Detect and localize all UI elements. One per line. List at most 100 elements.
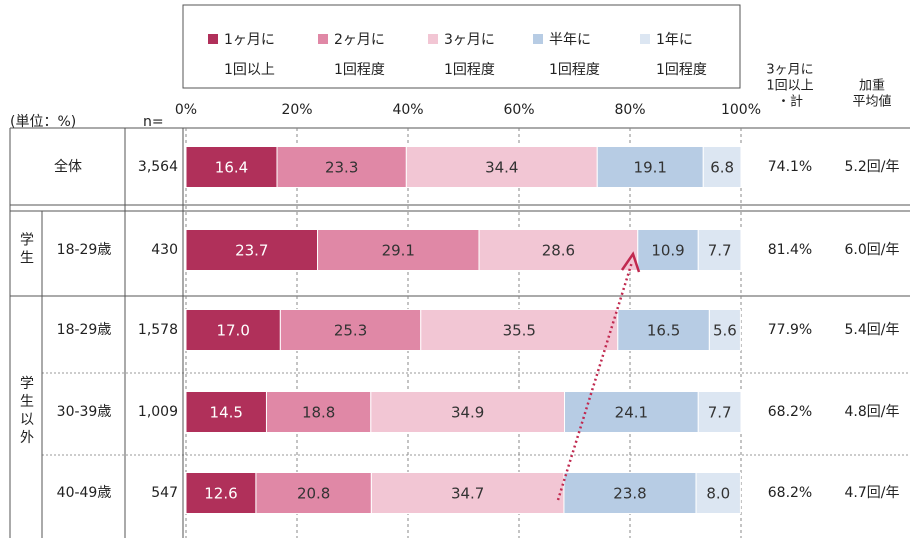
legend-label: 1回程度 <box>444 62 495 78</box>
legend-label: 半年に <box>549 32 591 48</box>
bar-segment <box>255 472 372 514</box>
bar-value-label: 19.1 <box>634 159 667 177</box>
column-header: 加重 <box>859 78 885 94</box>
x-tick-label: 0% <box>175 102 197 118</box>
bar-segment <box>596 146 704 188</box>
legend-label: 1ヶ月に <box>224 32 275 48</box>
bar-value-label: 35.5 <box>503 322 536 340</box>
legend-label: 1回程度 <box>549 62 600 78</box>
x-tick-label: 100% <box>721 102 761 118</box>
column-value: 77.9% <box>768 322 812 338</box>
bar-value-label: 17.0 <box>216 322 249 340</box>
bar-segment <box>420 309 619 351</box>
bar-segment <box>708 309 741 351</box>
bar-segment <box>185 391 267 433</box>
n-value: 1,578 <box>138 322 178 338</box>
n-label: n= <box>143 114 164 130</box>
n-value: 547 <box>151 485 178 501</box>
bar-value-label: 5.6 <box>713 322 737 340</box>
bar-value-label: 16.5 <box>647 322 680 340</box>
bar-segment <box>279 309 422 351</box>
bar-value-label: 23.7 <box>235 242 268 260</box>
legend-swatch <box>208 34 218 44</box>
bar-value-label: 16.4 <box>215 159 248 177</box>
legend-label: 1回以上 <box>224 62 275 78</box>
column-header: 平均値 <box>852 94 891 110</box>
unit-label: (単位：%) <box>10 114 76 130</box>
category-label: 全体 <box>54 158 82 175</box>
n-value: 1,009 <box>138 404 178 420</box>
bar-value-label: 14.5 <box>210 404 243 422</box>
bar-value-label: 7.7 <box>708 404 732 422</box>
bar-value-label: 12.6 <box>204 485 237 503</box>
bar-segment <box>563 472 697 514</box>
bar-value-label: 29.1 <box>382 242 415 260</box>
legend-label: 2ヶ月に <box>334 32 385 48</box>
bar-segment <box>370 472 565 514</box>
bar-value-label: 8.0 <box>706 485 730 503</box>
bar-segment <box>478 229 639 271</box>
category-label: 18-29歳 <box>57 322 112 338</box>
x-tick-label: 20% <box>281 102 312 118</box>
legend-box <box>182 4 741 89</box>
bar-segment <box>185 229 319 271</box>
bar-value-label: 6.8 <box>710 159 734 177</box>
bar-value-label: 34.7 <box>451 485 484 503</box>
arrow-annotation <box>556 251 641 501</box>
category-label: 30-39歳 <box>57 404 112 420</box>
legend-label: 1回程度 <box>334 62 385 78</box>
table-lines <box>9 127 910 538</box>
column-value: 68.2% <box>768 485 812 501</box>
bar-segment <box>370 391 566 433</box>
bar-segment <box>695 472 741 514</box>
bar-segment <box>564 391 699 433</box>
bar-value-label: 34.4 <box>485 159 518 177</box>
column-value: 5.2回/年 <box>845 159 900 175</box>
bar-value-label: 23.3 <box>325 159 358 177</box>
bar-value-label: 23.8 <box>613 485 646 503</box>
bar-segment <box>697 229 742 271</box>
bar-segment <box>265 391 372 433</box>
group-label: 学生以外 <box>18 376 34 448</box>
bar-value-label: 34.9 <box>451 404 484 422</box>
legend-swatch <box>428 34 438 44</box>
bar-segment <box>276 146 407 188</box>
category-label: 18-29歳 <box>57 242 112 258</box>
column-value: 74.1% <box>768 159 812 175</box>
column-header: ・計 <box>777 94 803 110</box>
legend-label: 1回程度 <box>656 62 707 78</box>
column-value: 4.8回/年 <box>845 404 900 420</box>
column-header: 3ヶ月に <box>766 63 813 78</box>
bar-value-label: 10.9 <box>651 242 684 260</box>
column-value: 81.4% <box>768 242 812 258</box>
bar-segment <box>185 472 257 514</box>
column-value: 4.7回/年 <box>845 485 900 501</box>
bar-value-label: 7.7 <box>708 242 732 260</box>
x-tick-label: 80% <box>614 102 645 118</box>
category-label: 40-49歳 <box>57 485 112 501</box>
n-value: 430 <box>151 242 178 258</box>
column-value: 5.4回/年 <box>845 322 900 338</box>
bar-segment <box>405 146 598 188</box>
bar-segment <box>617 309 710 351</box>
legend-label: 1年に <box>656 32 693 48</box>
bar-segment <box>702 146 742 188</box>
legend-swatch <box>640 34 650 44</box>
bar-segment <box>697 391 742 433</box>
bar-value-label: 18.8 <box>302 404 335 422</box>
column-header: 1回以上 <box>766 79 813 94</box>
x-tick-label: 60% <box>503 102 534 118</box>
bar-value-label: 20.8 <box>297 485 330 503</box>
bar-value-label: 24.1 <box>615 404 648 422</box>
group-label: 学生 <box>18 232 34 268</box>
legend-swatch <box>533 34 543 44</box>
column-value: 68.2% <box>768 404 812 420</box>
n-value: 3,564 <box>138 159 178 175</box>
column-value: 6.0回/年 <box>845 242 900 258</box>
legend-swatch <box>318 34 328 44</box>
bar-value-label: 25.3 <box>334 322 367 340</box>
x-tick-label: 40% <box>392 102 423 118</box>
bar-value-label: 28.6 <box>542 242 575 260</box>
legend-label: 3ヶ月に <box>444 32 495 48</box>
